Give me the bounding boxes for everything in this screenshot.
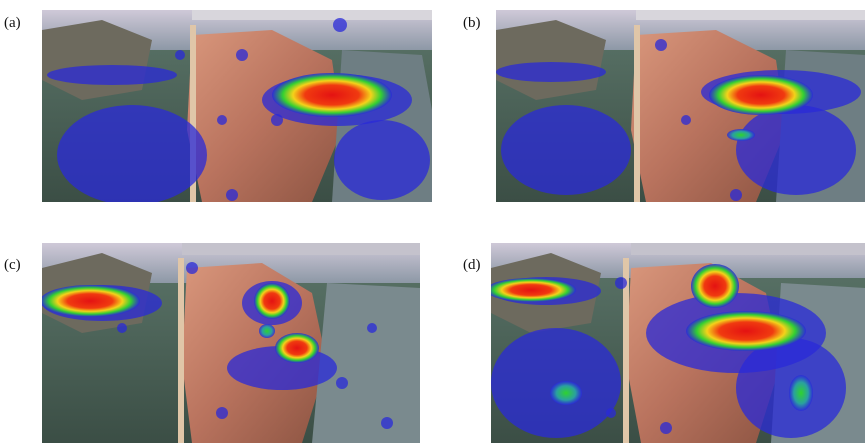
heatmap-image-c: [42, 243, 420, 443]
heatmap-image-b: [496, 10, 865, 202]
panel-label-d: (d): [463, 257, 481, 273]
panel-label-c: (c): [4, 257, 21, 273]
heatmap-panel-d: [491, 243, 865, 443]
heatmap-image-a: [42, 10, 432, 202]
panel-label-b: (b): [463, 15, 481, 31]
heatmap-image-d: [491, 243, 865, 443]
heatmap-panel-b: [496, 10, 865, 202]
heatmap-panel-a: [42, 10, 432, 202]
heatmap-panel-c: [42, 243, 420, 443]
panel-label-a: (a): [4, 15, 21, 31]
